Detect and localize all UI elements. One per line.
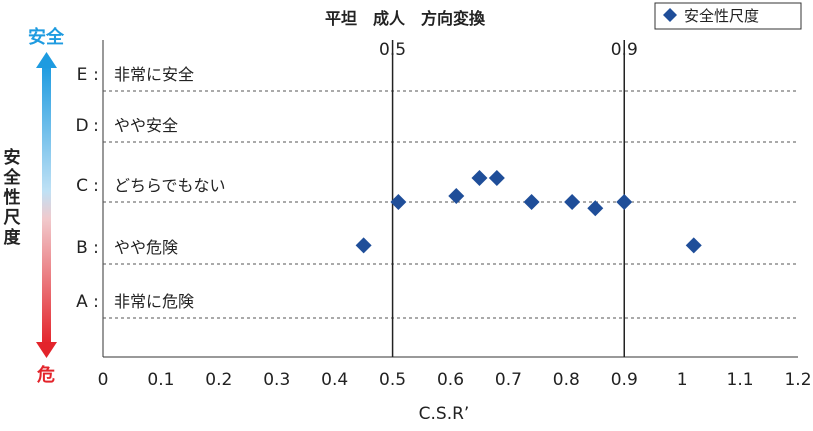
x-tick-label: 0.9: [611, 370, 638, 390]
legend-label: 安全性尺度: [684, 7, 759, 25]
legend-box: [654, 2, 802, 30]
data-point: [523, 194, 540, 210]
x-tick-label: 0.2: [205, 370, 232, 390]
x-tick-label: 1: [677, 370, 688, 390]
scale-bottom-label: 危: [36, 364, 55, 386]
x-tick-label: 0.4: [321, 370, 348, 390]
data-point: [471, 170, 488, 186]
category-label: どちらでもない: [114, 176, 226, 195]
reference-line-label: 0.5: [379, 40, 406, 60]
category-letter: B: [76, 238, 88, 258]
data-point: [448, 188, 465, 204]
reference-lines: 0.5 0.9: [379, 40, 638, 357]
category-colon: :: [93, 292, 99, 312]
x-tick-label: 1.1: [727, 370, 754, 390]
x-tick-label: 0: [98, 370, 109, 390]
data-point: [488, 170, 505, 186]
category-colon: :: [93, 65, 99, 85]
arrow-up-icon: [36, 52, 57, 68]
y-axis-label-char: 性: [4, 187, 21, 208]
data-point: [685, 237, 702, 254]
y-axis-label-char: 尺: [4, 208, 21, 228]
scale-top-label: 安全: [28, 26, 65, 48]
plot-area: [102, 40, 798, 358]
x-tick-label: 0.5: [379, 370, 406, 390]
category-label: やや安全: [114, 116, 178, 135]
data-points: [355, 170, 702, 254]
legend-diamond-icon: [663, 8, 677, 22]
category-colon: :: [93, 116, 99, 136]
y-axis-label-char: 全: [3, 167, 22, 188]
chart-title: 平坦 成人 方向変換: [325, 9, 486, 28]
category-label: 非常に安全: [114, 65, 194, 84]
x-tick-labels: 0 0.1 0.2 0.3 0.4 0.5 0.6 0.7 0.8 0.9 1 1.1 1.2: [98, 370, 812, 390]
x-tick-label: 0.7: [495, 370, 522, 390]
arrow-down-icon: [36, 342, 57, 358]
data-point: [616, 194, 633, 210]
legend: 安全性尺度: [654, 2, 802, 30]
category-labels: E: 非常に安全 D: やや安全 C: どちらでもない B: やや危険 A: 非常に危険: [75, 65, 225, 312]
reference-line-label: 0.9: [611, 40, 638, 60]
category-letter: A: [76, 292, 88, 312]
data-point: [390, 194, 407, 210]
category-label: 非常に危険: [114, 292, 194, 311]
data-point: [587, 200, 604, 217]
category-colon: :: [93, 176, 99, 196]
data-point: [564, 194, 581, 210]
category-label: やや危険: [114, 238, 178, 257]
x-axis-label: C.S.R’: [419, 404, 470, 424]
category-letter: D: [75, 116, 88, 136]
x-tick-label: 1.2: [784, 370, 811, 390]
x-tick-label: 0.6: [437, 370, 464, 390]
y-axis-label-char: 安: [4, 147, 21, 168]
x-tick-label: 0.1: [147, 370, 174, 390]
safety-scale-bar: [42, 66, 51, 344]
x-tick-label: 0.3: [263, 370, 290, 390]
category-colon: :: [93, 238, 99, 258]
category-letter: E: [77, 65, 88, 85]
data-point: [355, 237, 372, 254]
x-tick-label: 0.8: [553, 370, 580, 390]
category-letter: C: [76, 176, 88, 196]
safety-scale-arrow: [36, 52, 57, 358]
y-axis-label: 安全性尺度: [3, 147, 22, 248]
y-axis-label-char: 度: [4, 227, 22, 248]
category-gridlines: [103, 90, 798, 319]
